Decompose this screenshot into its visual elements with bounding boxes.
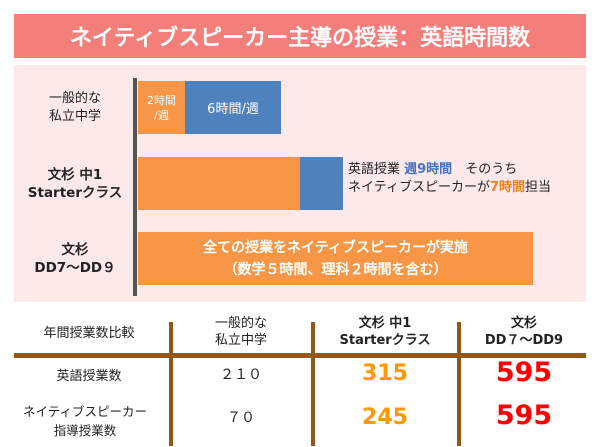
bar-label: 2時間 [147, 93, 176, 107]
value-dd: 595 [495, 357, 553, 388]
note-line-2: ネイティブスピーカーが7時間担当 [348, 179, 551, 197]
header-line: Starterクラス [339, 333, 431, 348]
bar-starter-other [300, 157, 343, 210]
note-text: 英語授業 [348, 162, 405, 177]
chart-axis [133, 78, 137, 296]
bar-dd-native: 全ての授業をネイティブスピーカーが実施 （数学５時間、理科２時間を含む） [138, 232, 533, 285]
table-column-rule [311, 322, 315, 446]
label-line: 文杉 [61, 242, 89, 258]
label-line: 指導授業数 [53, 423, 117, 438]
table-column-rule [457, 322, 461, 446]
header-line: 文杉 中1 [358, 316, 412, 331]
header-line: 私立中学 [214, 333, 267, 348]
value-starter: 245 [362, 405, 408, 430]
row-label-general: 一般的な 私立中学 [15, 90, 135, 126]
bar-label: /週 [154, 108, 169, 122]
label-line: 私立中学 [48, 109, 101, 124]
bar-general-native: 2時間/週 [138, 81, 185, 134]
bar-label: 全ての授業をネイティブスピーカーが実施 [203, 239, 468, 256]
value-general: ２１０ [220, 367, 262, 383]
value-starter: 315 [362, 361, 408, 386]
header-line: 一般的な [214, 316, 267, 331]
note-line-1: 英語授業 週9時間 そのうち [348, 161, 551, 179]
bar-label: 6時間/週 [207, 102, 259, 117]
note-highlight: 週9時間 [404, 162, 453, 177]
row-label-starter: 文杉 中1 Starterクラス [15, 166, 135, 202]
table-column-rule [169, 322, 173, 446]
table-header-rule [14, 353, 586, 358]
table-header-starter: 文杉 中1 Starterクラス [316, 315, 454, 349]
row-label: 英語授業数 [56, 369, 122, 384]
note-text: 担当 [525, 180, 552, 195]
note-text: そのうち [452, 162, 518, 177]
label-line: DD7～DD９ [34, 260, 116, 276]
bar-starter-native [138, 157, 300, 210]
header-line: 文杉 [510, 316, 537, 331]
note-highlight: 7時間 [489, 180, 526, 195]
label-line: Starterクラス [27, 185, 123, 201]
bar-label: （数学５時間、理科２時間を含む） [223, 261, 448, 278]
table-header-general: 一般的な 私立中学 [174, 315, 308, 349]
label-line: 一般的な [48, 91, 101, 106]
slide-title: ネイティブスピーカー主導の授業：英語時間数 [14, 14, 586, 58]
label-line: ネイティブスピーカー [22, 404, 147, 419]
starter-note: 英語授業 週9時間 そのうち ネイティブスピーカーが7時間担当 [348, 161, 551, 197]
label-line: 文杉 中1 [47, 167, 103, 183]
value-dd: 595 [495, 400, 553, 431]
table-header-title: 年間授業数比較 [43, 326, 135, 341]
note-text: ネイティブスピーカーが [348, 180, 490, 195]
table-header-dd: 文杉 DD７～DD9 [462, 315, 586, 349]
value-general: ７０ [227, 410, 255, 426]
row-label: ネイティブスピーカー 指導授業数 [4, 402, 166, 440]
bar-general-other: 6時間/週 [185, 81, 281, 134]
row-label-dd: 文杉 DD7～DD９ [15, 241, 135, 277]
header-line: DD７～DD9 [484, 333, 564, 348]
